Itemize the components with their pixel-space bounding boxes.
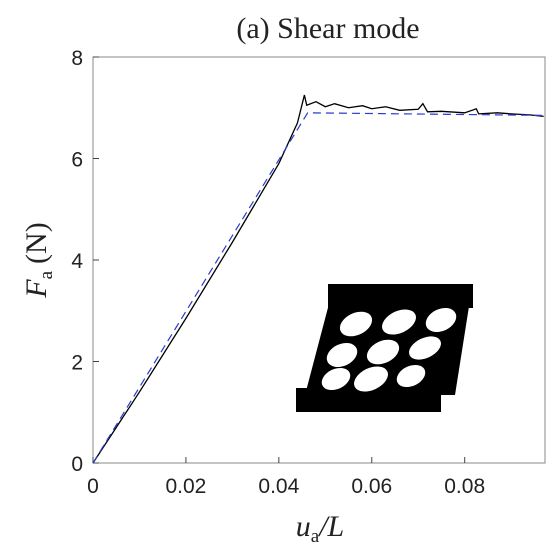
y-tick-label: 6 <box>71 149 83 172</box>
x-axis-label: ua/L <box>296 510 344 546</box>
x-label-rest: /L <box>317 510 344 543</box>
series-line <box>92 94 544 464</box>
x-tick-label: 0.02 <box>165 475 206 498</box>
y-label-rest: (N) <box>20 222 53 264</box>
y-tick-label: 2 <box>71 352 83 375</box>
x-tick-label: 0.08 <box>444 475 485 498</box>
y-label-symbol: F <box>20 279 53 299</box>
y-tick-label: 4 <box>71 250 83 273</box>
x-label-symbol: u <box>296 510 311 543</box>
x-tick-label: 0.06 <box>351 475 392 498</box>
x-tick-label: 0 <box>87 475 99 498</box>
x-tick-label: 0.04 <box>258 475 299 498</box>
y-label-sub: a <box>36 270 57 279</box>
series-line <box>92 112 544 464</box>
y-tick-label: 0 <box>71 453 83 476</box>
y-tick-label: 8 <box>71 47 83 70</box>
inset-lattice <box>296 284 473 412</box>
x-label-sub: a <box>311 526 320 546</box>
chart-title: (a) Shear mode <box>236 12 419 45</box>
y-axis-label: Fa (N) <box>20 222 57 298</box>
